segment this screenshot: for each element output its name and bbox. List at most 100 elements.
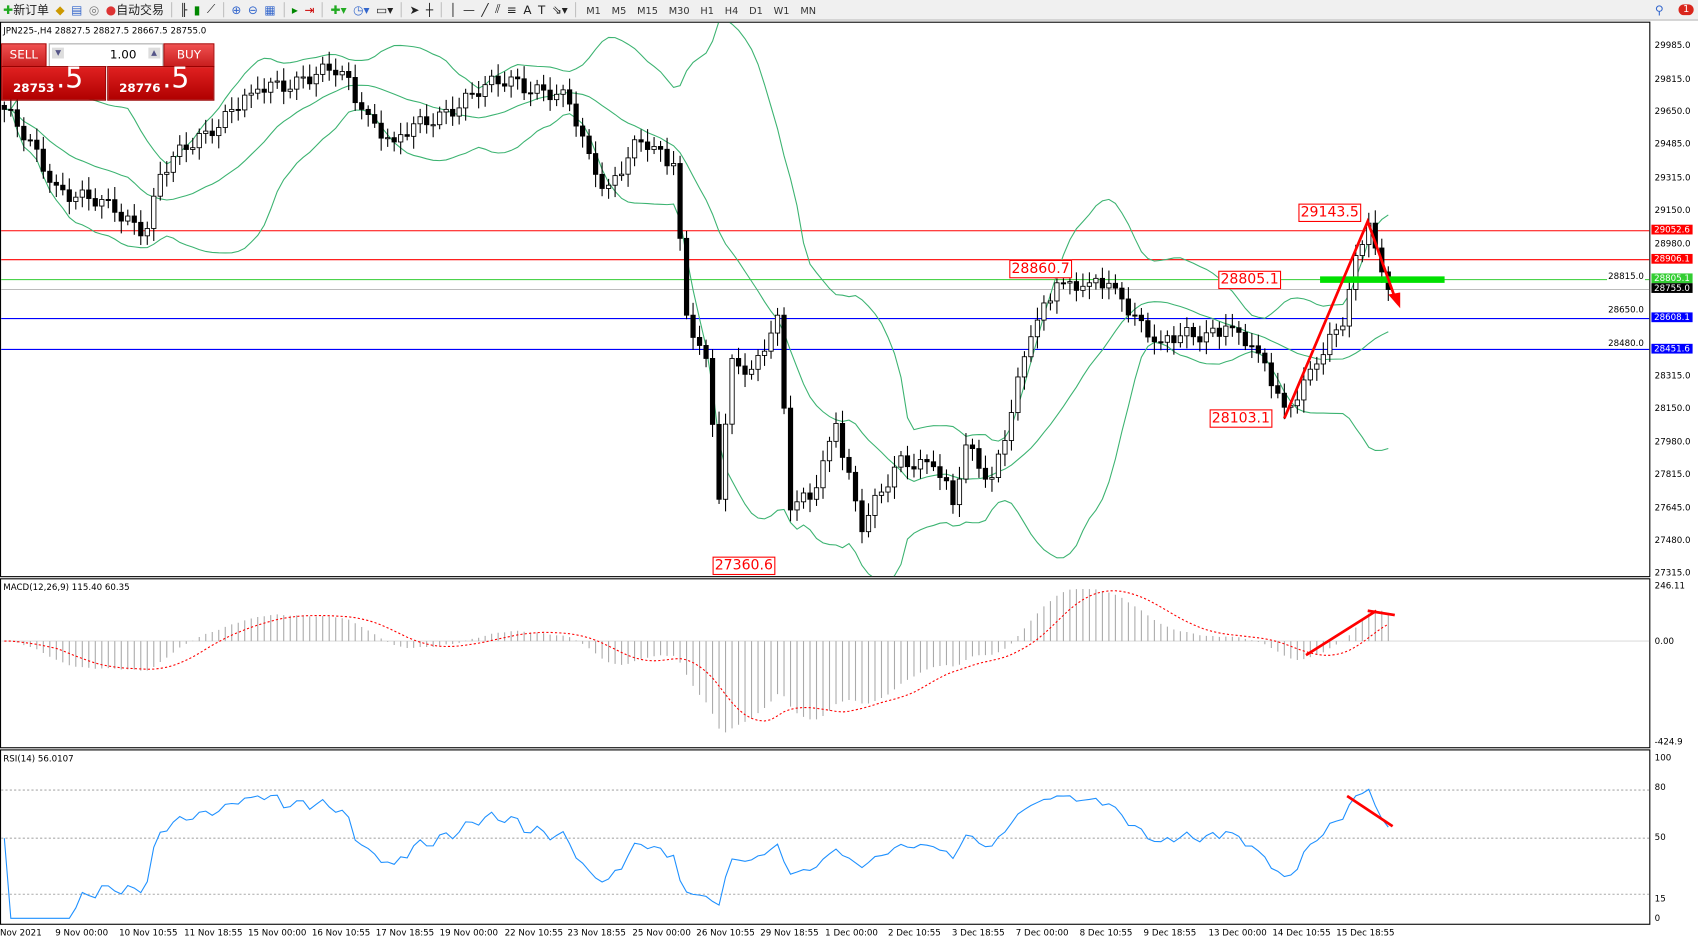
candle [586,129,592,160]
search-icon[interactable]: ⚲ [1654,2,1664,17]
auto-scroll-icon[interactable]: ▸ [291,2,298,17]
fibonacci-icon[interactable]: ≡ [506,2,517,17]
candle-body [1275,385,1281,394]
crosshair-icon[interactable]: ┼ [425,2,434,17]
timeframe-m15[interactable]: M15 [637,5,658,17]
candle-body [411,123,417,137]
candle [118,203,124,234]
lot-increase-icon[interactable]: ▲ [147,47,161,59]
buy-button[interactable]: BUY [163,43,215,68]
candle-body [261,88,267,93]
price-chart-panel[interactable]: JPN225-,H4 28827.5 28827.5 28667.5 28755… [0,21,1651,578]
rsi-panel[interactable]: RSI(14) 56.0107 [0,749,1651,925]
timeframe-h4[interactable]: H4 [724,5,739,17]
text-label-icon[interactable]: T [538,2,546,17]
ask-price[interactable]: 28776.5 [107,63,215,101]
candle-body [722,423,729,500]
candle [359,92,365,120]
timeframe-m30[interactable]: M30 [668,5,690,17]
annotation-resistance[interactable]: 28860.7 [1009,259,1072,279]
level-tag: 28451.6 [1651,343,1693,354]
timeframe-m1[interactable]: M1 [586,5,601,17]
candle [1106,270,1112,300]
annotation-breakout[interactable]: 28805.1 [1218,270,1281,290]
annotation-high[interactable]: 29143.5 [1298,203,1361,222]
periods-icon[interactable]: ◷▾ [353,2,370,17]
candle-body [1281,392,1287,408]
candle [683,230,690,320]
candle-body [391,137,397,143]
auto-trading-button[interactable]: ● 自动交易 [105,2,164,18]
zoom-in-icon[interactable]: ⊕ [231,2,242,17]
signals-icon[interactable]: ◎ [88,2,100,17]
zoom-out-icon[interactable]: ⊖ [247,2,258,17]
candle-chart-icon[interactable]: ▮ [193,2,201,17]
candle-body [125,215,131,222]
price-axis-label: 28315.0 [1654,370,1691,381]
candle-body [469,92,475,95]
rsi-axis-label: 0 [1654,913,1661,924]
annotation-swing-low[interactable]: 28103.1 [1209,409,1273,428]
candle [47,163,53,193]
candle-body [1086,282,1093,287]
notifications-badge[interactable]: 1 [1678,4,1694,16]
lot-decrease-icon[interactable]: ▼ [51,47,65,59]
trendline-icon[interactable]: ╱ [481,2,489,17]
candle-body [781,314,787,409]
candle [216,119,222,149]
equidistant-channel-icon[interactable]: ⫽ [495,2,501,17]
candle-body [502,83,508,87]
price-axis[interactable]: 29985.0 29815.0 29650.0 29485.0 29315.0 29150… [1607,22,1698,578]
timeframe-d1[interactable]: D1 [749,5,763,17]
lot-size-input[interactable]: 1.00 [109,47,137,62]
level-tag: 29052.6 [1651,224,1693,235]
candle [1242,323,1248,351]
cursor-icon[interactable]: ➤ [409,2,420,17]
candle [1249,333,1255,359]
candle-body [1060,282,1067,285]
bar-chart-icon[interactable]: ╟ [180,2,188,17]
tile-windows-icon[interactable]: ▦ [264,2,276,17]
candle-body [1249,345,1255,348]
candle-body [852,471,859,502]
templates-icon[interactable]: ▭▾ [375,2,394,17]
bid-price[interactable]: 28753.5 [1,63,107,101]
timeframe-h1[interactable]: H1 [700,5,714,17]
horizontal-line-icon[interactable]: — [463,2,475,17]
indicators-icon[interactable]: ✚▾ [330,2,347,17]
divider [321,2,324,18]
macd-panel[interactable]: MACD(12,26,9) 115.40 60.35 [0,578,1651,749]
candle-body [92,198,98,207]
candle [521,66,527,100]
candle-body [904,455,911,468]
candle [34,128,40,163]
navigator-icon[interactable]: ▤ [71,2,83,17]
text-icon[interactable]: A [523,2,532,17]
time-axis[interactable]: Nov 2021 9 Nov 00:00 10 Nov 10:55 11 Nov 18… [0,924,1650,946]
lot-size-stepper[interactable]: ▼ 1.00 ▲ [48,43,164,68]
time-axis-label: 9 Nov 00:00 [55,928,109,938]
timeframe-w1[interactable]: W1 [773,5,790,17]
candle [722,413,729,512]
market-watch-icon[interactable]: ◆ [55,2,65,17]
candle [1041,295,1047,331]
candle [995,449,1002,483]
candle-body [638,139,644,143]
vertical-line-icon[interactable]: │ [449,2,457,17]
candle-body [755,355,761,370]
candle-body [53,181,59,186]
macd-signal-line [4,590,1389,722]
candle-body [917,459,924,470]
candle-body [307,76,313,85]
arrows-icon[interactable]: ⇘▾ [551,2,568,17]
annotation-low[interactable]: 27360.6 [712,556,776,576]
candle-body [1184,327,1190,337]
chart-shift-icon[interactable]: ⇥ [304,2,315,17]
time-axis-label: 13 Dec 00:00 [1208,928,1267,938]
sell-button[interactable]: SELL [1,43,47,68]
line-chart-icon[interactable]: ⟋ [206,2,216,17]
timeframe-mn[interactable]: MN [800,5,817,17]
timeframe-m5[interactable]: M5 [611,5,627,17]
candle-body [605,184,612,189]
new-order-button[interactable]: ✚ 新订单 [3,2,49,18]
